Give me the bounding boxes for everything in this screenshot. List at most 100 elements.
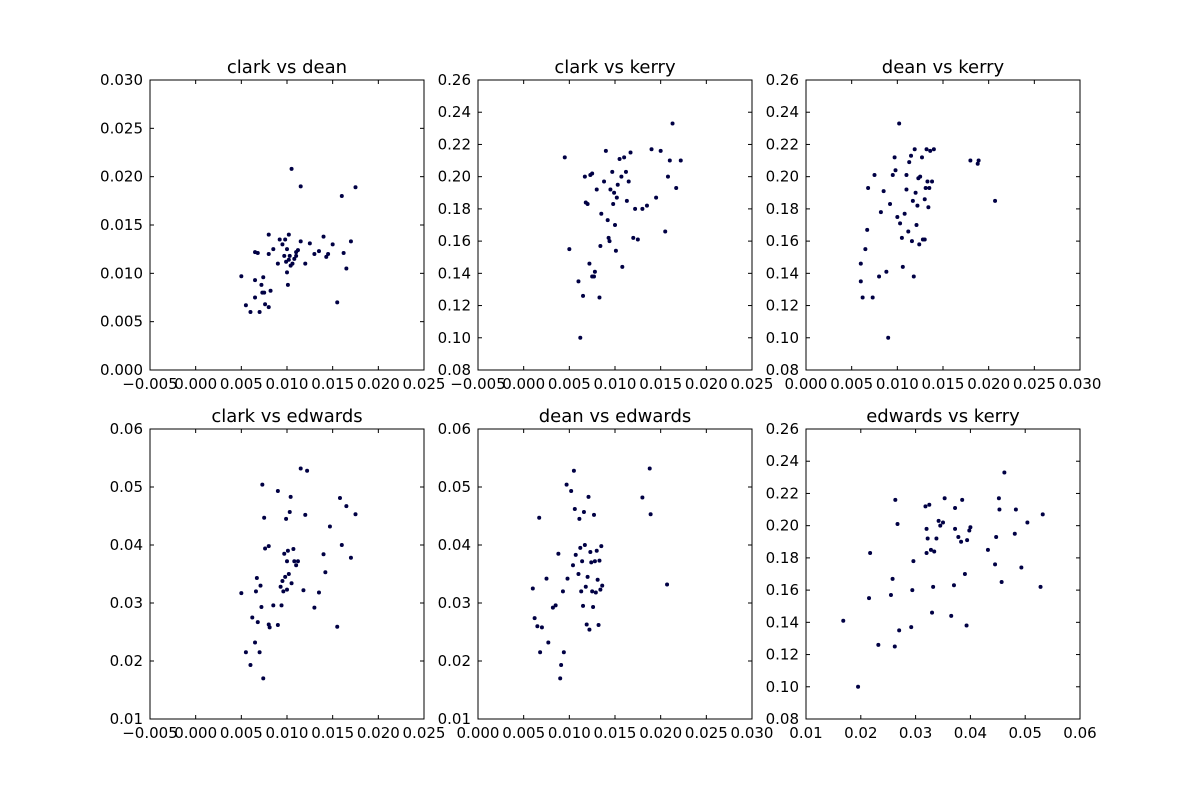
data-point (997, 507, 1002, 512)
data-point (312, 252, 317, 256)
data-point (613, 248, 618, 253)
data-point (271, 247, 276, 252)
data-point (353, 512, 358, 517)
data-point (611, 202, 616, 207)
data-point (286, 572, 291, 576)
data-point (911, 559, 916, 564)
data-point (953, 526, 958, 531)
panel-title: edwards vs kerry (866, 406, 1020, 427)
panel-title: clark vs edwards (211, 406, 362, 427)
y-tick-label: 0.02 (438, 652, 471, 670)
panel-title: dean vs kerry (882, 57, 1005, 78)
data-point (648, 512, 653, 517)
data-point (288, 494, 293, 499)
data-point (926, 205, 931, 210)
data-point (602, 179, 607, 184)
data-point (899, 235, 904, 240)
data-point (326, 252, 331, 256)
data-point (994, 534, 999, 539)
x-tick-label: 0.010 (594, 375, 637, 393)
data-point (860, 295, 865, 300)
panel-title: clark vs kerry (554, 57, 676, 78)
data-point (286, 232, 291, 237)
data-point (569, 489, 574, 494)
data-point (893, 168, 898, 173)
y-tick-label: 0.000 (100, 361, 143, 379)
data-point (640, 206, 645, 211)
data-point (316, 249, 321, 254)
data-point (316, 590, 321, 595)
data-point (239, 274, 244, 279)
data-point (290, 261, 295, 266)
data-point (565, 576, 570, 581)
data-point (257, 650, 262, 655)
data-point (285, 282, 290, 287)
data-point (562, 155, 567, 160)
axes-frame (477, 428, 753, 720)
x-tick-label: 0.010 (266, 724, 309, 742)
data-point (286, 257, 291, 262)
data-point (928, 547, 933, 552)
x-tick-label: 0.02 (844, 724, 877, 742)
data-point (339, 543, 344, 547)
data-point (924, 526, 929, 531)
axes-frame (149, 428, 425, 720)
data-point (888, 202, 893, 207)
y-tick-label: 0.12 (766, 297, 799, 315)
data-point (918, 174, 923, 179)
y-tick-label: 0.24 (438, 103, 471, 121)
data-point (570, 563, 575, 568)
x-tick-label: 0.03 (899, 724, 932, 742)
data-point (281, 589, 286, 594)
data-point (323, 570, 328, 575)
y-tick-label: 0.20 (766, 517, 799, 535)
data-point (298, 184, 303, 189)
data-point (927, 185, 932, 190)
data-point (280, 242, 285, 247)
data-point (587, 627, 592, 632)
data-point (900, 264, 905, 269)
data-point (968, 158, 973, 163)
data-point (620, 264, 625, 269)
data-point (280, 578, 285, 583)
data-point (617, 156, 622, 161)
data-point (255, 620, 260, 625)
data-point (897, 628, 902, 633)
data-point (564, 482, 569, 487)
x-tick-label: 0.030 (731, 724, 774, 742)
y-tick-label: 0.14 (766, 613, 799, 631)
data-point (588, 549, 593, 554)
data-point (248, 310, 253, 314)
data-point (626, 179, 631, 184)
data-point (904, 187, 909, 192)
data-point (674, 185, 679, 190)
y-tick-label: 0.14 (438, 264, 471, 282)
data-point (923, 185, 928, 190)
x-tick-label: 0.000 (174, 375, 217, 393)
data-point (628, 150, 633, 155)
data-point (544, 576, 549, 581)
panel-title: clark vs dean (227, 57, 347, 78)
data-point (303, 512, 308, 517)
data-point (909, 625, 914, 630)
y-tick-label: 0.020 (100, 168, 143, 186)
data-point (283, 237, 288, 242)
data-point (582, 543, 587, 547)
data-point (550, 605, 555, 610)
data-point (890, 576, 895, 581)
data-point (292, 559, 297, 564)
data-point (1025, 520, 1030, 525)
y-tick-label: 0.030 (100, 71, 143, 89)
data-point (266, 232, 271, 237)
y-tick-label: 0.12 (438, 297, 471, 315)
data-point (612, 190, 617, 195)
x-tick-label: 0.005 (220, 375, 263, 393)
y-tick-label: 0.06 (438, 420, 471, 438)
data-point (324, 254, 329, 259)
data-point (344, 266, 349, 271)
data-point (622, 155, 627, 160)
data-point (254, 576, 259, 581)
data-point (890, 173, 895, 178)
